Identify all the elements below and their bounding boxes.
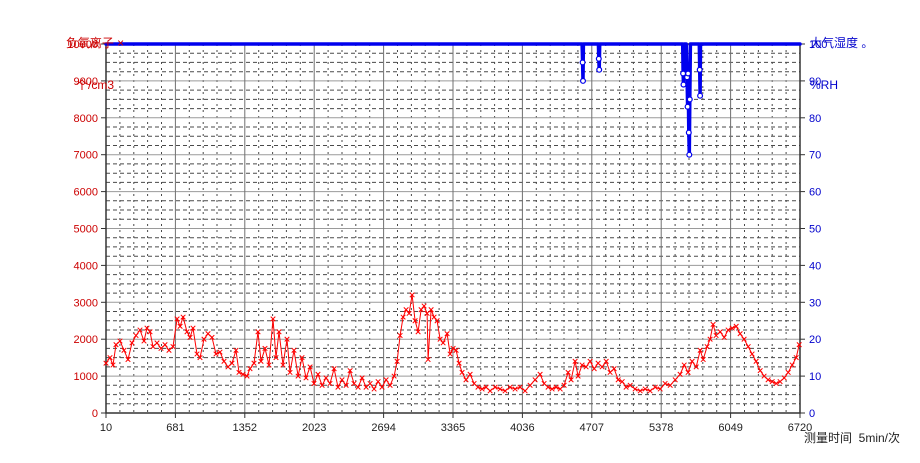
svg-text:681: 681 — [166, 422, 184, 434]
svg-text:4036: 4036 — [510, 422, 534, 434]
svg-text:10: 10 — [100, 422, 112, 434]
svg-text:50: 50 — [809, 224, 821, 236]
svg-text:2023: 2023 — [302, 422, 326, 434]
svg-text:6720: 6720 — [788, 422, 812, 434]
svg-text:5378: 5378 — [649, 422, 673, 434]
left-axis-legend: 负氧离子 × 个/cm3 — [40, 8, 150, 120]
svg-text:40: 40 — [809, 260, 821, 272]
svg-text:10000: 10000 — [67, 39, 98, 51]
svg-text:70: 70 — [809, 150, 821, 162]
svg-text:4000: 4000 — [74, 260, 98, 272]
svg-text:100: 100 — [809, 39, 827, 51]
left-series-label: 负氧离子 × — [65, 36, 125, 50]
svg-text:2000: 2000 — [74, 334, 98, 346]
svg-text:8000: 8000 — [74, 113, 98, 125]
svg-text:80: 80 — [809, 113, 821, 125]
svg-text:7000: 7000 — [74, 150, 98, 162]
svg-text:90: 90 — [809, 76, 821, 88]
svg-text:5000: 5000 — [74, 224, 98, 236]
right-axis-legend: 大气湿度 。 %RH — [810, 8, 873, 120]
svg-text:60: 60 — [809, 187, 821, 199]
left-axis-unit: 个/cm3 — [75, 78, 114, 92]
svg-text:1352: 1352 — [233, 422, 257, 434]
right-series-label: 大气湿度 。 — [810, 36, 874, 50]
svg-text:30: 30 — [809, 297, 821, 309]
svg-text:4707: 4707 — [580, 422, 604, 434]
right-axis-unit: %RH — [810, 78, 839, 92]
svg-text:0: 0 — [92, 408, 98, 420]
x-axis-title: 测量时间 5min/次 — [803, 431, 900, 445]
svg-text:0: 0 — [809, 408, 815, 420]
svg-text:20: 20 — [809, 334, 821, 346]
svg-text:1000: 1000 — [74, 371, 98, 383]
svg-text:6049: 6049 — [718, 422, 742, 434]
svg-text:3365: 3365 — [441, 422, 465, 434]
svg-text:2694: 2694 — [371, 422, 395, 434]
svg-text:9000: 9000 — [74, 76, 98, 88]
svg-text:10: 10 — [809, 371, 821, 383]
svg-text:3000: 3000 — [74, 297, 98, 309]
svg-text:6000: 6000 — [74, 187, 98, 199]
